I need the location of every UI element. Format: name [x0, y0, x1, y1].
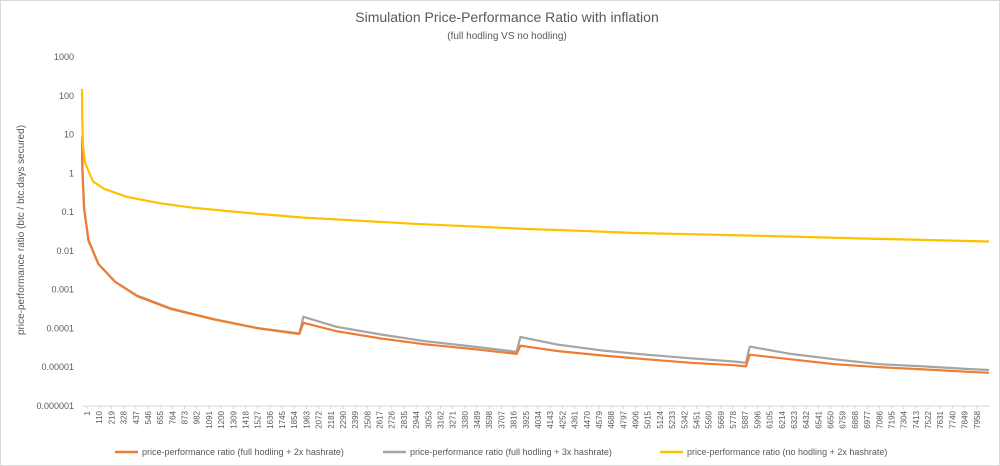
y-tick-label: 1000	[54, 52, 74, 62]
x-tick-label: 7522	[924, 410, 933, 428]
x-tick-label: 3816	[510, 410, 519, 428]
x-tick-label: 5560	[705, 410, 714, 428]
y-tick-label: 0.01	[56, 246, 74, 256]
y-tick-label: 1	[69, 168, 74, 178]
x-tick-label: 5887	[741, 410, 750, 428]
series-line-full-hodling-3x	[80, 136, 989, 372]
x-tick-label: 437	[132, 410, 141, 424]
y-tick-label: 0.00001	[41, 362, 74, 372]
x-axis: 1 110 219 328 437 546 655 764 873 982 1091 1200 1309…	[83, 406, 982, 429]
x-tick-label: 2290	[339, 410, 348, 428]
x-tick-label: 2617	[376, 410, 385, 428]
x-tick-label: 6650	[827, 410, 836, 428]
x-tick-label: 1745	[278, 410, 287, 428]
x-tick-label: 4579	[595, 410, 604, 428]
x-tick-label: 2072	[315, 410, 324, 428]
x-tick-label: 873	[181, 410, 190, 424]
x-tick-label: 3925	[522, 410, 531, 428]
x-tick-label: 4252	[558, 410, 567, 428]
x-tick-label: 4906	[632, 410, 641, 428]
x-tick-label: 2181	[327, 410, 336, 428]
x-tick-label: 6323	[790, 410, 799, 428]
x-tick-label: 5778	[729, 410, 738, 428]
x-tick-label: 5015	[644, 410, 653, 428]
y-tick-label: 0.1	[61, 207, 74, 217]
x-tick-label: 2508	[363, 410, 372, 428]
x-tick-label: 4034	[534, 410, 543, 428]
x-tick-label: 1091	[205, 410, 214, 428]
x-tick-label: 1963	[302, 410, 311, 428]
plot-area	[80, 88, 989, 374]
x-tick-label: 7631	[936, 410, 945, 428]
x-tick-label: 219	[107, 410, 116, 424]
x-tick-label: 110	[95, 410, 104, 423]
x-tick-label: 6541	[814, 410, 823, 428]
x-tick-label: 7849	[961, 410, 970, 428]
x-tick-label: 1418	[241, 410, 250, 428]
legend: price-performance ratio (full hodling + …	[115, 447, 887, 457]
x-tick-label: 5233	[668, 410, 677, 428]
series-line-no-hodling-2x	[80, 88, 989, 243]
y-tick-label: 10	[64, 130, 74, 140]
y-tick-label: 0.001	[51, 285, 74, 295]
x-tick-label: 4143	[546, 410, 555, 428]
x-tick-label: 4688	[607, 410, 616, 428]
x-tick-label: 1	[83, 410, 92, 415]
x-tick-label: 3053	[424, 410, 433, 428]
x-tick-label: 7304	[900, 410, 909, 428]
x-tick-label: 4361	[571, 410, 580, 428]
x-tick-label: 1200	[217, 410, 226, 428]
x-tick-label: 328	[120, 410, 129, 424]
y-tick-label: 100	[59, 91, 74, 101]
x-tick-label: 5996	[753, 410, 762, 428]
x-tick-label: 7740	[948, 410, 957, 428]
y-axis-label: price-performance ratio (btc / btc.days …	[16, 125, 27, 335]
x-tick-label: 3162	[436, 410, 445, 428]
x-tick-label: 1309	[229, 410, 238, 428]
y-axis: 0.000001 0.00001 0.0001 0.001 0.01 0.1 1 10 100 1…	[36, 52, 74, 411]
x-tick-label: 7413	[912, 410, 921, 428]
y-tick-label: 0.0001	[46, 323, 74, 333]
legend-label-full-hodling-2x: price-performance ratio (full hodling + …	[142, 447, 344, 457]
chart-title: Simulation Price-Performance Ratio with …	[355, 9, 658, 25]
x-tick-label: 1854	[290, 410, 299, 428]
x-tick-label: 3489	[473, 410, 482, 428]
x-tick-label: 7195	[887, 410, 896, 428]
x-tick-label: 3271	[449, 410, 458, 428]
x-tick-label: 5124	[656, 410, 665, 428]
x-tick-label: 1636	[266, 410, 275, 428]
x-tick-label: 6214	[778, 410, 787, 428]
x-tick-label: 2835	[400, 410, 409, 428]
legend-label-no-hodling-2x: price-performance ratio (no hodling + 2x…	[687, 447, 887, 457]
x-tick-label: 1527	[254, 410, 263, 428]
x-tick-label: 5342	[680, 410, 689, 428]
x-tick-label: 764	[168, 410, 177, 424]
x-tick-label: 655	[156, 410, 165, 424]
legend-label-full-hodling-3x: price-performance ratio (full hodling + …	[410, 447, 612, 457]
y-tick-label: 0.000001	[36, 401, 74, 411]
x-tick-label: 3707	[497, 410, 506, 428]
x-tick-label: 6759	[839, 410, 848, 428]
chart-subtitle: (full hodling VS no hodling)	[447, 31, 567, 42]
x-tick-label: 6105	[766, 410, 775, 428]
x-tick-label: 4797	[619, 410, 628, 428]
x-tick-label: 5669	[717, 410, 726, 428]
x-tick-label: 7958	[973, 410, 982, 428]
x-tick-label: 4470	[583, 410, 592, 428]
x-tick-label: 546	[144, 410, 153, 424]
x-tick-label: 2944	[412, 410, 421, 428]
x-tick-label: 7086	[875, 410, 884, 428]
x-tick-label: 3598	[485, 410, 494, 428]
x-tick-label: 2726	[388, 410, 397, 428]
x-tick-label: 6868	[851, 410, 860, 428]
x-tick-label: 5451	[692, 410, 701, 428]
x-tick-label: 6432	[802, 410, 811, 428]
x-tick-label: 2399	[351, 410, 360, 428]
series-line-full-hodling-2x	[80, 143, 989, 374]
x-tick-label: 3380	[461, 410, 470, 428]
x-tick-label: 6977	[863, 410, 872, 428]
x-tick-label: 982	[193, 410, 202, 424]
